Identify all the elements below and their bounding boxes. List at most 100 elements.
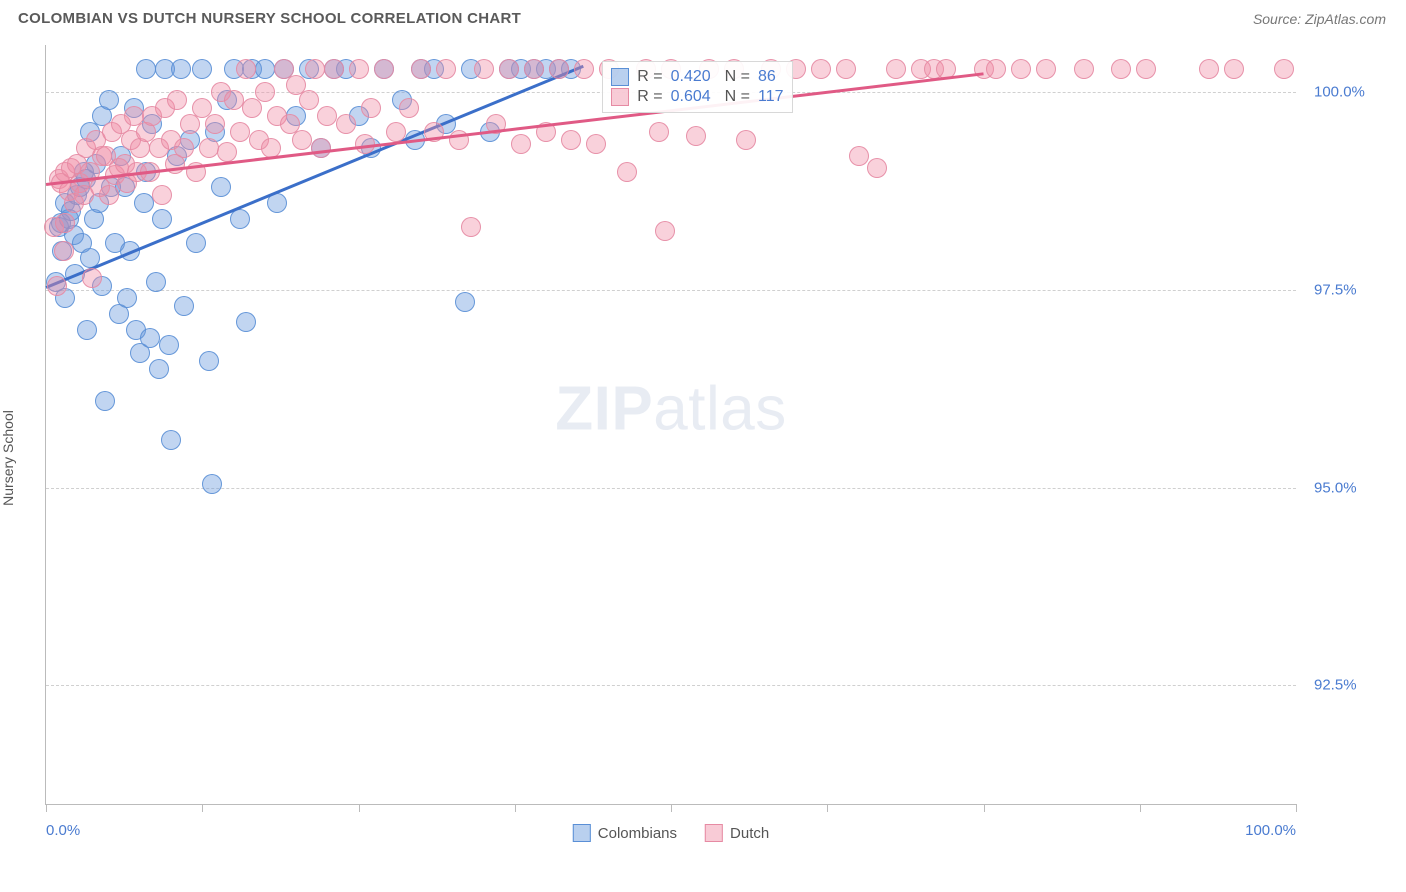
stat-n-value: 86 bbox=[758, 68, 776, 86]
data-point bbox=[1224, 59, 1244, 79]
data-point bbox=[174, 138, 194, 158]
legend-label: Dutch bbox=[730, 825, 769, 842]
data-point bbox=[199, 138, 219, 158]
x-tick bbox=[515, 804, 516, 812]
x-tick bbox=[827, 804, 828, 812]
data-point bbox=[1074, 59, 1094, 79]
x-tick bbox=[46, 804, 47, 812]
data-point bbox=[159, 335, 179, 355]
data-point bbox=[205, 114, 225, 134]
data-point bbox=[95, 391, 115, 411]
data-point bbox=[47, 276, 67, 296]
stat-r-label: R = bbox=[637, 68, 662, 86]
data-point bbox=[199, 351, 219, 371]
data-point bbox=[617, 162, 637, 182]
data-point bbox=[152, 209, 172, 229]
legend-item: Colombians bbox=[573, 824, 677, 842]
data-point bbox=[167, 90, 187, 110]
data-point bbox=[386, 122, 406, 142]
data-point bbox=[236, 59, 256, 79]
data-point bbox=[236, 312, 256, 332]
data-point bbox=[292, 130, 312, 150]
data-point bbox=[399, 98, 419, 118]
x-tick bbox=[202, 804, 203, 812]
data-point bbox=[1199, 59, 1219, 79]
data-point bbox=[255, 59, 275, 79]
legend: Colombians Dutch bbox=[573, 824, 769, 842]
data-point bbox=[311, 138, 331, 158]
data-point bbox=[561, 130, 581, 150]
watermark: ZIPatlas bbox=[555, 374, 786, 445]
data-point bbox=[524, 59, 544, 79]
y-tick-label: 97.5% bbox=[1314, 282, 1357, 299]
legend-swatch bbox=[573, 824, 591, 842]
data-point bbox=[134, 193, 154, 213]
x-tick-label: 0.0% bbox=[46, 822, 80, 839]
data-point bbox=[305, 59, 325, 79]
stat-r-label: R = bbox=[637, 88, 662, 106]
x-tick-label: 100.0% bbox=[1245, 822, 1296, 839]
stat-n-label: N = bbox=[725, 68, 750, 86]
y-tick-label: 95.0% bbox=[1314, 479, 1357, 496]
data-point bbox=[736, 130, 756, 150]
series-swatch bbox=[611, 68, 629, 86]
x-tick bbox=[1140, 804, 1141, 812]
data-point bbox=[574, 59, 594, 79]
data-point bbox=[1011, 59, 1031, 79]
y-tick-label: 100.0% bbox=[1314, 84, 1365, 101]
data-point bbox=[99, 185, 119, 205]
stats-row: R =0.604N =117 bbox=[611, 87, 783, 107]
data-point bbox=[117, 288, 137, 308]
data-point bbox=[1036, 59, 1056, 79]
data-point bbox=[230, 122, 250, 142]
data-point bbox=[230, 209, 250, 229]
x-tick bbox=[671, 804, 672, 812]
data-point bbox=[1111, 59, 1131, 79]
plot-area: ZIPatlas ColombiansDutch 100.0%97.5%95.0… bbox=[45, 45, 1296, 805]
stat-r-value: 0.604 bbox=[671, 88, 711, 106]
data-point bbox=[217, 142, 237, 162]
data-point bbox=[224, 90, 244, 110]
data-point bbox=[55, 213, 75, 233]
data-point bbox=[99, 90, 119, 110]
data-point bbox=[349, 59, 369, 79]
data-point bbox=[655, 221, 675, 241]
x-tick bbox=[1296, 804, 1297, 812]
data-point bbox=[436, 59, 456, 79]
series-swatch bbox=[611, 88, 629, 106]
x-tick bbox=[359, 804, 360, 812]
y-axis-label: Nursery School bbox=[0, 410, 16, 506]
data-point bbox=[849, 146, 869, 166]
data-point bbox=[152, 185, 172, 205]
data-point bbox=[1274, 59, 1294, 79]
data-point bbox=[511, 134, 531, 154]
data-point bbox=[77, 320, 97, 340]
data-point bbox=[461, 217, 481, 237]
gridline bbox=[46, 290, 1296, 291]
data-point bbox=[886, 59, 906, 79]
data-point bbox=[82, 268, 102, 288]
legend-swatch bbox=[705, 824, 723, 842]
data-point bbox=[255, 82, 275, 102]
data-point bbox=[299, 90, 319, 110]
data-point bbox=[202, 474, 222, 494]
data-point bbox=[686, 126, 706, 146]
data-point bbox=[474, 59, 494, 79]
source-label: Source: ZipAtlas.com bbox=[1253, 11, 1386, 27]
data-point bbox=[586, 134, 606, 154]
data-point bbox=[54, 241, 74, 261]
data-point bbox=[549, 59, 569, 79]
data-point bbox=[986, 59, 1006, 79]
stat-n-label: N = bbox=[725, 88, 750, 106]
data-point bbox=[140, 328, 160, 348]
stats-row: R = 0.420 N = 86 bbox=[611, 67, 783, 87]
data-point bbox=[317, 106, 337, 126]
data-point bbox=[171, 59, 191, 79]
stat-r-value: 0.420 bbox=[671, 68, 711, 86]
data-point bbox=[649, 122, 669, 142]
data-point bbox=[211, 177, 231, 197]
data-point bbox=[867, 158, 887, 178]
data-point bbox=[811, 59, 831, 79]
data-point bbox=[836, 59, 856, 79]
data-point bbox=[324, 59, 344, 79]
